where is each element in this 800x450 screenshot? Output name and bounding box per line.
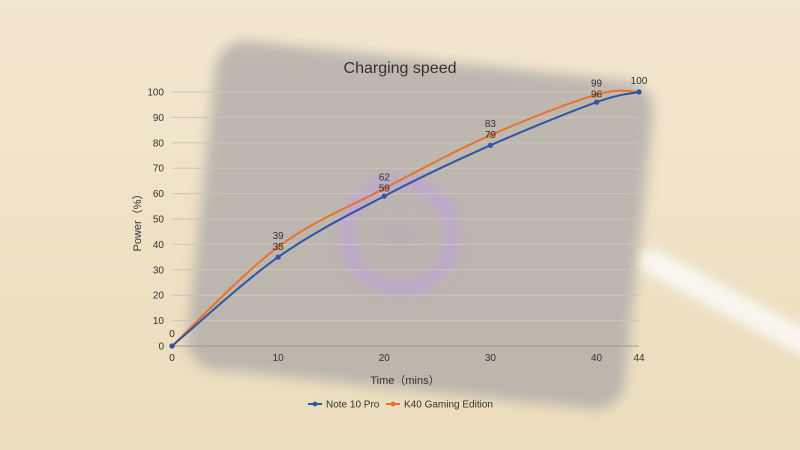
y-tick-label: 60 (153, 189, 165, 200)
data-point-note-10-pro (381, 193, 387, 199)
y-axis-label: Power（%） (131, 189, 144, 252)
data-label-k40-gaming-edition: 0 (169, 329, 175, 340)
y-tick-label: 10 (153, 316, 165, 327)
data-label-k40-gaming-edition: 83 (485, 119, 497, 130)
data-label-k40-gaming-edition: 99 (591, 79, 603, 90)
data-label-note-10-pro: 100 (631, 76, 648, 87)
x-axis-label: Time（mins） (370, 374, 439, 387)
data-point-note-10-pro (487, 142, 494, 148)
y-tick-label: 30 (153, 265, 165, 276)
legend-label-k40-gaming-edition: K40 Gaming Edition (404, 400, 493, 411)
series-line-k40-gaming-edition (171, 89, 640, 347)
grid-lines (172, 91, 639, 347)
y-tick-label: 80 (153, 138, 165, 149)
y-tick-label: 0 (158, 342, 164, 353)
data-point-k40-gaming-edition (487, 132, 494, 138)
legend-marker-k40-gaming-edition (390, 401, 396, 407)
x-tick-label: 10 (273, 353, 285, 364)
x-tick-label: 44 (633, 353, 645, 364)
data-label-k40-gaming-edition: 39 (273, 231, 285, 242)
legend-marker-note-10-pro (312, 401, 318, 407)
data-label-note-10-pro: 79 (485, 130, 497, 141)
chart-title: Charging speed (344, 60, 457, 77)
legend-label-note-10-pro: Note 10 Pro (326, 400, 380, 411)
data-label-note-10-pro: 35 (273, 242, 285, 253)
data-labels: 35 59 79 96 100 0 39 62 83 99 (169, 76, 648, 340)
x-tick-labels: 0 10 20 30 40 44 (169, 353, 645, 364)
x-tick-label: 20 (379, 353, 391, 364)
data-point-note-10-pro (636, 89, 642, 95)
y-tick-label: 90 (153, 113, 165, 124)
y-tick-label: 70 (153, 164, 165, 175)
series-group (169, 89, 642, 349)
x-tick-label: 30 (485, 353, 497, 364)
y-tick-labels: 0 10 20 30 40 50 60 70 80 90 100 (147, 88, 164, 353)
data-label-note-10-pro: 96 (591, 90, 603, 101)
y-tick-label: 100 (147, 88, 164, 99)
data-point-k40-gaming-edition (381, 185, 387, 192)
data-point-note-10-pro (593, 99, 600, 105)
data-label-k40-gaming-edition: 62 (379, 173, 391, 184)
x-tick-label: 0 (169, 353, 175, 364)
data-point-k40-gaming-edition (593, 91, 600, 98)
data-label-note-10-pro: 59 (379, 184, 391, 195)
legend: Note 10 Pro K40 Gaming Edition (308, 400, 493, 411)
y-tick-label: 50 (153, 215, 165, 226)
data-point-note-10-pro (275, 254, 281, 260)
x-tick-label: 40 (591, 353, 603, 364)
data-point-k40-gaming-edition (275, 244, 281, 250)
data-point-note-10-pro (169, 343, 175, 349)
y-tick-label: 40 (153, 240, 165, 251)
y-tick-label: 20 (153, 291, 165, 302)
